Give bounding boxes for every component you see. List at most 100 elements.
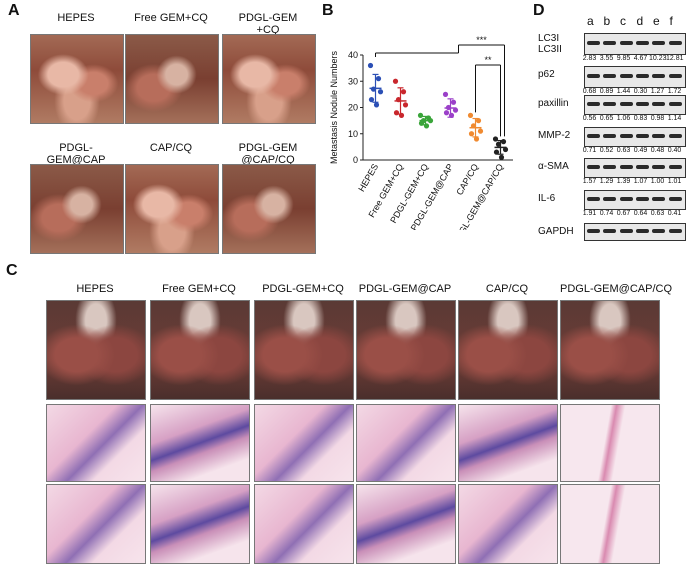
quant-value: 2.83 <box>582 55 597 62</box>
sig-label: ** <box>484 55 492 65</box>
blot-quantification: 1.91 0.74 0.67 0.64 0.63 0.41 <box>581 210 683 217</box>
data-point <box>418 120 425 126</box>
histology-image <box>356 484 456 564</box>
lung-photo <box>458 300 558 400</box>
quant-value: 10.23 <box>649 55 667 62</box>
blot-band <box>587 74 600 78</box>
blot-band <box>635 134 649 138</box>
x-tick-label: HEPES <box>356 162 380 193</box>
data-point <box>373 102 380 108</box>
data-point <box>392 78 399 84</box>
mouse-abdomen-photo <box>222 164 316 254</box>
quant-value: 0.68 <box>582 88 597 95</box>
blot-band <box>603 41 617 45</box>
quant-value: 1.91 <box>582 210 597 217</box>
lung-photo <box>150 300 250 400</box>
blot-band <box>603 102 617 106</box>
quant-value: 0.52 <box>599 147 614 154</box>
western-blot-strip <box>584 127 686 147</box>
blot-band <box>635 102 649 106</box>
lung-photo <box>46 300 146 400</box>
mouse-abdomen-photo <box>30 164 124 254</box>
panel-a-group-title: CAP/CQ <box>149 142 193 154</box>
data-point <box>477 128 484 134</box>
histology-image <box>46 404 146 482</box>
lane-label: f <box>669 14 673 28</box>
panel-a-group-title: PDGL-GEM@CAP <box>46 142 106 166</box>
data-point <box>402 102 409 108</box>
blot-band <box>652 102 666 106</box>
quant-value: 1.00 <box>650 178 665 185</box>
sig-label: *** <box>476 35 487 45</box>
histology-image <box>560 404 660 482</box>
blot-band <box>668 134 682 138</box>
blot-quantification: 0.71 0.52 0.63 0.49 0.48 0.40 <box>581 147 683 154</box>
blot-band <box>587 197 600 201</box>
histology-image <box>254 484 354 564</box>
y-tick-label: 10 <box>348 129 358 139</box>
blot-band <box>668 41 682 45</box>
data-point <box>442 91 449 97</box>
data-point <box>495 141 502 147</box>
lane-label: e <box>653 14 660 28</box>
quant-value: 9.85 <box>616 55 631 62</box>
data-point <box>443 110 450 116</box>
blot-band <box>619 134 633 138</box>
histology-image <box>150 404 250 482</box>
quant-value: 1.29 <box>599 178 614 185</box>
data-point <box>498 154 505 160</box>
quant-value: 0.40 <box>667 147 682 154</box>
blot-band <box>603 197 617 201</box>
quant-value: 1.06 <box>616 115 631 122</box>
quant-value: 0.63 <box>616 147 631 154</box>
quant-value: 0.89 <box>599 88 614 95</box>
quant-value: 0.41 <box>667 210 682 217</box>
blot-band <box>603 229 617 233</box>
blot-band <box>619 41 633 45</box>
quant-value: 0.56 <box>582 115 597 122</box>
y-axis-title: Metastasis Nodule Numbers <box>329 50 339 164</box>
blot-band <box>603 74 617 78</box>
blot-band <box>587 134 600 138</box>
histology-image <box>356 404 456 482</box>
panel-a-group-title: PDGL-GEM +CQ <box>238 12 298 36</box>
panel-a-group-title: PDGL-GEM @CAP/CQ <box>238 142 298 166</box>
blot-band <box>635 229 649 233</box>
panel-d-label: D <box>533 2 545 19</box>
blot-band <box>668 74 682 78</box>
data-point <box>393 110 400 116</box>
histology-image <box>458 404 558 482</box>
histology-image <box>254 404 354 482</box>
histology-image <box>46 484 146 564</box>
quant-value: 0.65 <box>599 115 614 122</box>
histology-image <box>560 484 660 564</box>
blot-quantification: 0.56 0.65 1.06 0.83 0.98 1.14 <box>581 115 683 122</box>
blot-protein-label: IL-6 <box>538 193 556 204</box>
blot-protein-label: p62 <box>538 69 555 80</box>
quant-value: 1.14 <box>667 115 682 122</box>
data-point <box>468 131 475 137</box>
data-point <box>500 139 507 145</box>
data-point <box>493 149 500 155</box>
quant-value: 0.67 <box>616 210 631 217</box>
blot-protein-label: LC3I LC3II <box>538 33 562 55</box>
lane-label: d <box>636 14 644 28</box>
blot-band <box>619 197 633 201</box>
mouse-abdomen-photo <box>222 34 316 124</box>
blot-band <box>603 134 617 138</box>
data-point <box>427 118 434 124</box>
x-tick-label: PDGL-GEM@CAP/CQ <box>451 162 505 230</box>
blot-band <box>652 165 666 169</box>
blot-band <box>587 165 600 169</box>
quant-value: 0.64 <box>633 210 648 217</box>
western-blot-strip <box>584 95 686 115</box>
data-point <box>367 62 374 69</box>
data-point <box>370 86 377 92</box>
data-point <box>467 112 474 118</box>
blot-band <box>652 74 666 78</box>
blot-band <box>652 134 666 138</box>
blot-band <box>635 165 649 169</box>
quant-value: 12.81 <box>666 55 684 62</box>
blot-band <box>619 102 633 106</box>
